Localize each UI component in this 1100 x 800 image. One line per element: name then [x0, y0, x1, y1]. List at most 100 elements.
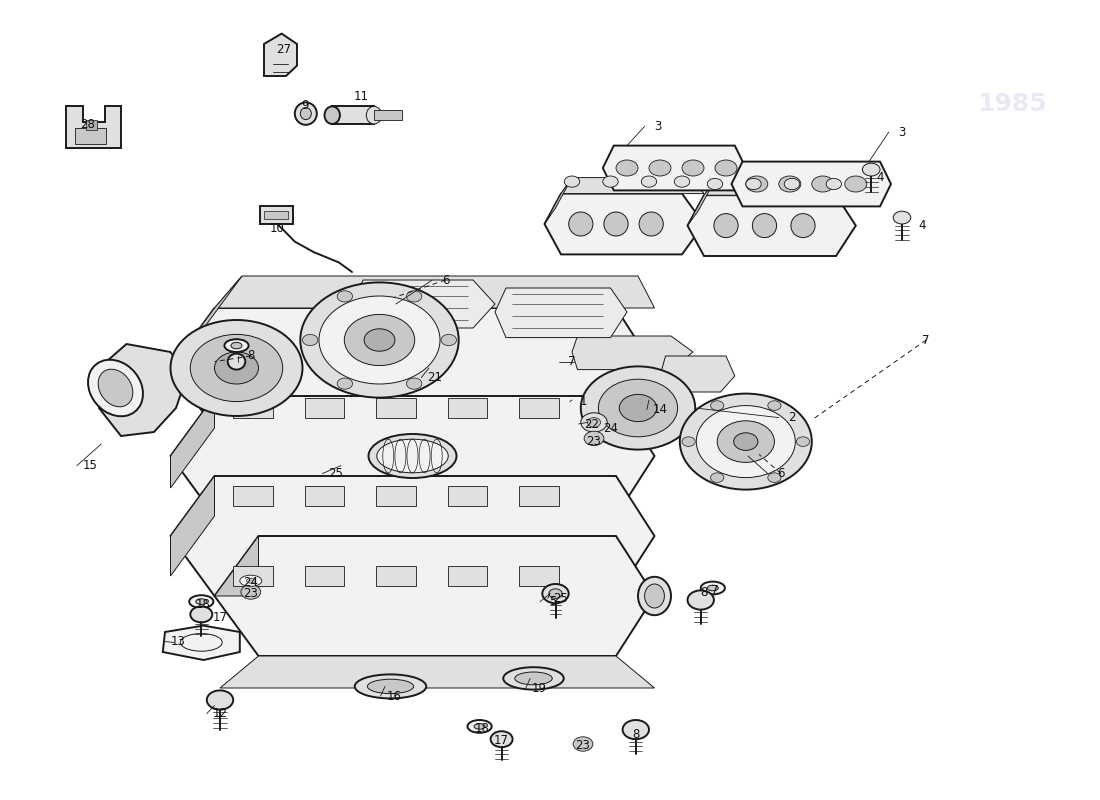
Ellipse shape — [639, 212, 663, 236]
Polygon shape — [495, 288, 627, 338]
Circle shape — [707, 178, 723, 190]
Text: 15: 15 — [82, 459, 98, 472]
Circle shape — [300, 282, 459, 398]
Text: 1985: 1985 — [977, 92, 1047, 116]
Bar — [376, 566, 416, 586]
Polygon shape — [214, 536, 258, 596]
Bar — [448, 486, 487, 506]
Circle shape — [680, 394, 812, 490]
Ellipse shape — [98, 369, 133, 407]
Polygon shape — [214, 536, 654, 656]
Bar — [233, 398, 273, 418]
Bar — [75, 128, 106, 144]
Circle shape — [491, 731, 513, 747]
Ellipse shape — [246, 578, 255, 583]
Ellipse shape — [701, 582, 725, 594]
Circle shape — [682, 160, 704, 176]
Circle shape — [784, 178, 800, 190]
Bar — [86, 120, 97, 130]
Ellipse shape — [228, 354, 245, 370]
Circle shape — [649, 160, 671, 176]
Circle shape — [241, 585, 261, 599]
Bar — [519, 486, 559, 506]
Circle shape — [616, 160, 638, 176]
Circle shape — [893, 211, 911, 224]
Polygon shape — [688, 180, 715, 226]
Bar — [264, 211, 288, 219]
Polygon shape — [544, 194, 704, 254]
Circle shape — [441, 334, 456, 346]
Bar — [233, 486, 273, 506]
Circle shape — [190, 334, 283, 402]
Ellipse shape — [752, 214, 777, 238]
Text: 6: 6 — [442, 274, 449, 286]
Polygon shape — [572, 336, 693, 370]
Ellipse shape — [300, 108, 311, 119]
Circle shape — [549, 589, 562, 598]
Ellipse shape — [474, 723, 485, 730]
Polygon shape — [214, 276, 654, 308]
Text: etParts: etParts — [288, 325, 636, 507]
Circle shape — [214, 352, 258, 384]
Polygon shape — [66, 106, 121, 148]
Polygon shape — [660, 356, 735, 392]
Circle shape — [564, 176, 580, 187]
Text: 4: 4 — [877, 171, 883, 184]
Bar — [233, 566, 273, 586]
Polygon shape — [220, 656, 654, 688]
Ellipse shape — [196, 598, 207, 605]
Circle shape — [623, 720, 649, 739]
Polygon shape — [163, 626, 240, 660]
Bar — [305, 486, 344, 506]
Text: 7: 7 — [569, 355, 575, 368]
Bar — [376, 486, 416, 506]
Ellipse shape — [354, 674, 427, 698]
Ellipse shape — [376, 439, 449, 473]
Circle shape — [337, 378, 352, 390]
Polygon shape — [170, 396, 214, 488]
Polygon shape — [561, 178, 704, 194]
Bar — [305, 398, 344, 418]
Circle shape — [826, 178, 842, 190]
Text: 21: 21 — [427, 371, 442, 384]
Text: 8: 8 — [701, 586, 707, 598]
Ellipse shape — [366, 106, 382, 124]
Circle shape — [746, 176, 768, 192]
Circle shape — [734, 433, 758, 450]
Text: 17: 17 — [212, 611, 228, 624]
Polygon shape — [732, 162, 891, 206]
Circle shape — [812, 176, 834, 192]
Ellipse shape — [189, 595, 213, 608]
Ellipse shape — [569, 212, 593, 236]
Ellipse shape — [367, 679, 414, 694]
Circle shape — [746, 178, 761, 190]
Text: 14: 14 — [652, 403, 668, 416]
Bar — [519, 566, 559, 586]
Circle shape — [587, 418, 601, 427]
Circle shape — [364, 329, 395, 351]
Bar — [374, 110, 401, 120]
Text: 6: 6 — [778, 467, 784, 480]
Circle shape — [779, 176, 801, 192]
Text: 3: 3 — [899, 126, 905, 138]
Ellipse shape — [645, 584, 664, 608]
Polygon shape — [170, 396, 654, 516]
Polygon shape — [603, 146, 746, 190]
Ellipse shape — [504, 667, 563, 690]
Polygon shape — [170, 476, 214, 576]
Ellipse shape — [231, 342, 242, 349]
Polygon shape — [688, 195, 856, 256]
Text: 28: 28 — [80, 118, 96, 130]
Text: 23: 23 — [243, 587, 258, 600]
Text: a passion for making: a passion for making — [246, 458, 590, 598]
Circle shape — [319, 296, 440, 384]
Circle shape — [584, 431, 604, 446]
Circle shape — [845, 176, 867, 192]
Circle shape — [641, 176, 657, 187]
Ellipse shape — [88, 360, 143, 416]
Polygon shape — [170, 476, 654, 596]
Text: 22: 22 — [584, 418, 600, 430]
Polygon shape — [264, 34, 297, 76]
Circle shape — [542, 584, 569, 603]
Circle shape — [603, 176, 618, 187]
